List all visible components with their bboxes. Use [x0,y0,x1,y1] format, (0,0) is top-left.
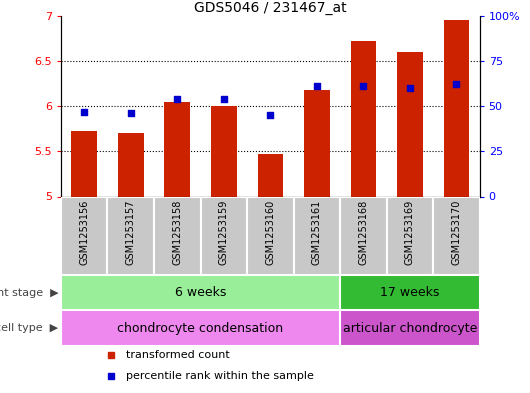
Point [80,108,89,115]
Bar [340,196,386,275]
Text: articular chondrocyte: articular chondrocyte [343,321,477,335]
Text: transformed count: transformed count [126,350,229,360]
Point [452,81,461,88]
Bar [386,196,433,275]
Bar [304,90,330,196]
Text: cell type  ▶: cell type ▶ [0,323,58,333]
Bar [154,196,200,275]
Point [313,83,321,89]
Bar [294,196,340,275]
Text: GSM1253169: GSM1253169 [405,200,415,265]
Point [405,85,414,91]
Bar [72,131,97,196]
Bar [61,196,108,275]
Bar [258,154,283,196]
Bar [433,196,480,275]
Bar [211,106,236,196]
Text: GSM1253170: GSM1253170 [452,200,462,265]
Bar [247,196,294,275]
Text: GSM1253168: GSM1253168 [358,200,368,265]
Bar [397,52,422,196]
Text: GSM1253156: GSM1253156 [79,200,89,265]
Bar [444,20,469,196]
Bar [350,41,376,196]
Text: GSM1253157: GSM1253157 [126,200,136,265]
Title: GDS5046 / 231467_at: GDS5046 / 231467_at [194,1,347,15]
Bar [340,310,480,346]
Point [219,96,228,102]
Bar [108,196,154,275]
Bar [61,275,340,310]
Bar [340,275,480,310]
Bar [61,310,340,346]
Point [127,110,135,116]
Point [359,83,368,89]
Text: GSM1253159: GSM1253159 [219,200,229,265]
Text: GSM1253160: GSM1253160 [266,200,275,265]
Bar [200,196,247,275]
Point [266,112,275,118]
Text: 17 weeks: 17 weeks [380,286,439,299]
Text: GSM1253161: GSM1253161 [312,200,322,265]
Text: development stage  ▶: development stage ▶ [0,288,58,298]
Text: GSM1253158: GSM1253158 [172,200,182,265]
Text: 6 weeks: 6 weeks [175,286,226,299]
Text: chondrocyte condensation: chondrocyte condensation [118,321,284,335]
Point [173,96,181,102]
Bar [164,101,190,196]
Bar [118,133,144,196]
Text: percentile rank within the sample: percentile rank within the sample [126,371,314,381]
